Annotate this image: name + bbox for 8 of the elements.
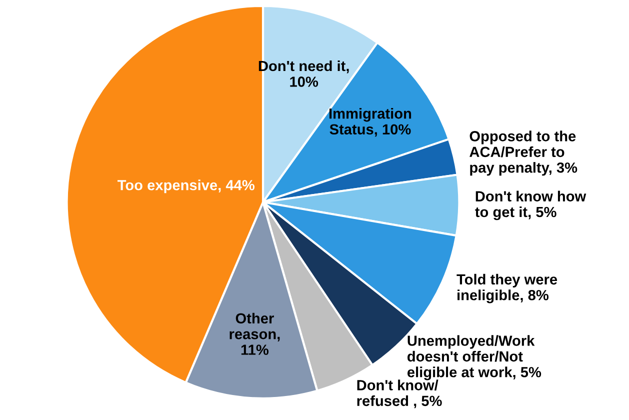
slice-label: Don't know/ refused , 5% (357, 380, 442, 408)
slice-label: Opposed to the ACA/Prefer to pay penalty, 3% (470, 130, 578, 176)
slice-label: Immigration Status, 10% (329, 108, 412, 137)
slice-label: Told they were ineligible, 8% (456, 274, 558, 304)
slice-label: Unemployed/Work doesn't offer/Not eligible at work, 5% (407, 335, 542, 380)
slice-label: Don't know how to get it, 5% (475, 190, 586, 220)
slice-label: Too expensive, 44% (118, 180, 254, 194)
slice-label: Other reason, 11% (230, 312, 280, 355)
